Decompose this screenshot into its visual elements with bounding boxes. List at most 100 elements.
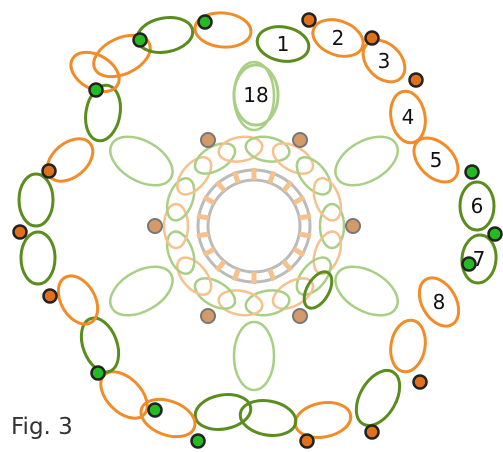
outer-loop [255,25,311,63]
loop-labels-layer: 1 2 3 4 5 6 7 8 18 [243,26,485,314]
loop-label-8: 8 [433,290,446,314]
inner-ring [162,202,190,250]
outer-loop [354,369,402,427]
inner-ring [271,277,315,310]
inner-ring [312,176,343,222]
inner-ring-highlight [302,270,334,310]
center-spoke [196,231,210,239]
outer-loop [311,18,365,58]
picot-beads-layer [12,12,503,449]
loop-label-1: 1 [277,32,290,56]
picot-bead [190,433,206,449]
picot-bead [487,226,503,242]
inner-ring [295,156,332,196]
inner-ring [271,142,315,175]
inner-ring [244,289,291,317]
center-spoke [292,194,306,206]
center-spoke [214,259,227,273]
inner-bead [292,308,308,324]
petal-ring [334,265,399,317]
center-spoke [202,246,216,258]
inner-ring [295,256,332,296]
outer-loop [17,172,55,228]
inner-ring [217,135,264,163]
center-ring-inner [206,178,302,274]
center-spoke [202,194,216,206]
inner-ring [176,256,213,296]
picot-bead [299,433,315,449]
outer-loop [56,274,100,326]
loop-label-2: 2 [332,26,345,50]
picot-bead [88,82,104,98]
inner-rings-layer [109,60,399,392]
loop-label-4: 4 [402,105,415,129]
outer-loop [293,401,353,439]
center-spoke [196,213,210,221]
loop-label-3: 3 [378,49,391,73]
picot-bead [408,72,424,88]
inner-bead [147,218,163,234]
inner-ring [176,156,213,196]
inner-ring [165,230,196,276]
outer-loop [79,316,121,374]
inner-bead [345,218,361,234]
outer-loop [460,233,498,285]
center-spoke [214,179,227,193]
center-spoke [298,231,312,239]
outer-loop [69,50,121,94]
inner-bead [292,132,308,148]
outer-loop [193,393,253,431]
outer-loop [139,397,197,439]
center-spoke [267,170,277,184]
outer-loop [458,180,496,232]
outer-loop [389,89,427,145]
inner-ring [217,289,264,317]
loop-label-5: 5 [430,148,443,172]
loop-label-6: 6 [471,194,484,218]
inner-ring [193,277,237,310]
inner-bead [200,308,216,324]
outer-loop [417,276,461,328]
picot-bead [41,163,57,179]
inner-ring [165,176,196,222]
center-spoke [267,268,277,282]
outer-loop [84,83,122,143]
picot-bead [42,288,58,304]
loop-label-18: 18 [243,83,268,107]
picot-bead [364,30,380,46]
center-spoke [292,246,306,258]
outer-loop [19,230,57,286]
inner-ring [244,135,291,163]
petal-ring [232,320,276,392]
center-spoke [281,259,294,273]
outer-loop [92,33,152,79]
petal-ring [334,135,399,187]
outer-loop [389,318,427,374]
outer-loop [412,136,460,184]
picot-bead [132,32,148,48]
center-spoke [231,170,241,184]
inner-bead [200,132,216,148]
picot-bead [461,256,477,272]
petal-ring [109,135,174,187]
picot-bead [412,374,428,390]
loop-label-7: 7 [473,247,486,271]
figure-caption: Fig. 3 [11,414,73,440]
picot-bead [147,402,163,418]
outer-loop [361,38,407,84]
picot-bead [464,164,480,180]
center-spoke [298,213,312,221]
outer-loop [193,11,253,49]
picot-bead [364,424,380,440]
center-spoke [281,179,294,193]
petal-ring [109,265,174,317]
center-spoke [231,268,241,282]
picot-bead [12,224,28,240]
inner-ring [193,142,237,175]
inner-ring [318,202,346,250]
outer-loop [238,399,298,437]
outer-loop [232,63,280,127]
picot-bead [301,12,317,28]
picot-bead [197,14,213,30]
